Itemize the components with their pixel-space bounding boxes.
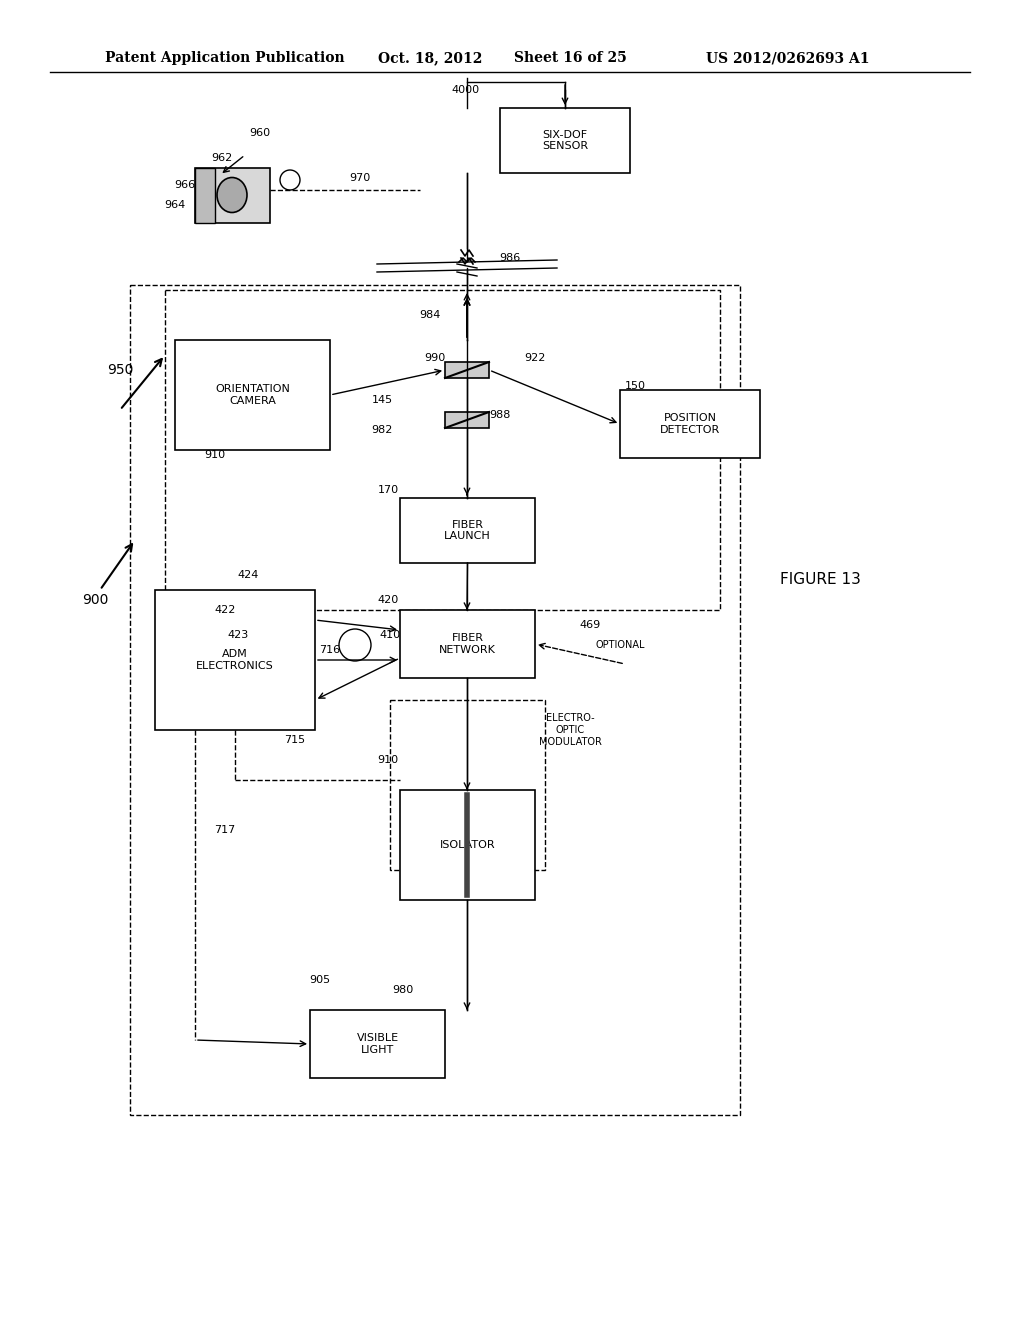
Text: FIBER
NETWORK: FIBER NETWORK — [439, 634, 496, 655]
Text: 145: 145 — [372, 395, 392, 405]
Text: FIBER
LAUNCH: FIBER LAUNCH — [444, 520, 490, 541]
Text: 715: 715 — [285, 735, 305, 744]
Text: POSITION
DETECTOR: POSITION DETECTOR — [659, 413, 720, 434]
Text: OPTIONAL: OPTIONAL — [595, 640, 645, 649]
Bar — [400, 610, 535, 678]
Text: 423: 423 — [227, 630, 249, 640]
Text: ISOLATOR: ISOLATOR — [439, 840, 496, 850]
Text: US 2012/0262693 A1: US 2012/0262693 A1 — [707, 51, 870, 65]
Text: 960: 960 — [250, 128, 270, 139]
Text: 716: 716 — [319, 645, 341, 655]
Text: 970: 970 — [349, 173, 371, 183]
Text: 410: 410 — [380, 630, 400, 640]
Text: ORIENTATION
CAMERA: ORIENTATION CAMERA — [215, 384, 290, 405]
Text: 964: 964 — [165, 201, 185, 210]
Text: 922: 922 — [524, 352, 546, 363]
Text: 905: 905 — [309, 975, 331, 985]
Text: ADM
ELECTRONICS: ADM ELECTRONICS — [197, 649, 273, 671]
Polygon shape — [445, 412, 489, 428]
Bar — [310, 1010, 445, 1078]
Text: 420: 420 — [378, 595, 398, 605]
Bar — [500, 108, 630, 173]
Text: 4000: 4000 — [451, 84, 479, 95]
Text: FIGURE 13: FIGURE 13 — [779, 573, 860, 587]
Bar — [195, 168, 270, 223]
Text: 984: 984 — [419, 310, 440, 319]
Text: Oct. 18, 2012: Oct. 18, 2012 — [378, 51, 482, 65]
Bar — [390, 700, 545, 870]
Bar — [130, 285, 740, 1115]
Bar — [400, 498, 535, 564]
Text: 950: 950 — [106, 363, 133, 378]
Text: VISIBLE
LIGHT: VISIBLE LIGHT — [356, 1034, 398, 1055]
Text: ELECTRO-
OPTIC
MODULATOR: ELECTRO- OPTIC MODULATOR — [539, 713, 601, 747]
Ellipse shape — [217, 177, 247, 213]
Text: Patent Application Publication: Patent Application Publication — [105, 51, 345, 65]
Text: 424: 424 — [238, 570, 259, 579]
Bar — [400, 789, 535, 900]
Text: 966: 966 — [174, 180, 196, 190]
Text: 988: 988 — [489, 411, 511, 420]
Text: 990: 990 — [424, 352, 445, 363]
Text: 422: 422 — [214, 605, 236, 615]
Text: 469: 469 — [580, 620, 601, 630]
Polygon shape — [445, 362, 489, 378]
Text: 982: 982 — [372, 425, 392, 436]
Bar — [195, 168, 215, 223]
Text: 910: 910 — [205, 450, 225, 459]
Text: 986: 986 — [500, 253, 520, 263]
Bar — [165, 290, 720, 610]
Bar — [175, 341, 330, 450]
Text: 900: 900 — [82, 593, 109, 607]
Text: 962: 962 — [211, 153, 232, 162]
Bar — [155, 590, 315, 730]
Text: Sheet 16 of 25: Sheet 16 of 25 — [514, 51, 627, 65]
Text: 170: 170 — [378, 484, 398, 495]
Text: 910: 910 — [378, 755, 398, 766]
Text: SIX-DOF
SENSOR: SIX-DOF SENSOR — [542, 129, 588, 152]
Text: 717: 717 — [214, 825, 236, 836]
Text: 980: 980 — [392, 985, 414, 995]
Bar — [620, 389, 760, 458]
Text: 150: 150 — [625, 381, 645, 391]
